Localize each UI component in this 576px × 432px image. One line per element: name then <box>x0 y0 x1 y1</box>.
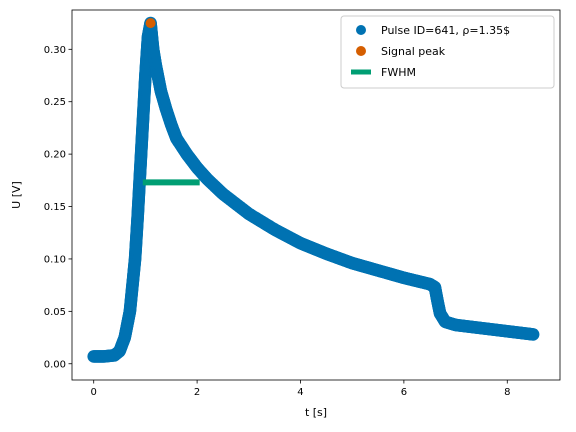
legend-label: FWHM <box>381 66 416 79</box>
pulse-point <box>526 328 540 341</box>
pulse-series <box>87 16 540 363</box>
y-tick-label: 0.10 <box>44 254 66 265</box>
plot-area <box>87 16 540 363</box>
axes-frame <box>71 9 561 381</box>
x-tick-label: 4 <box>297 387 303 398</box>
y-tick-label: 0.15 <box>44 202 66 213</box>
y-tick-label: 0.05 <box>44 307 66 318</box>
y-tick-label: 0.20 <box>44 150 66 161</box>
y-tick-label: 0.25 <box>44 97 66 108</box>
y-tick-label: 0.30 <box>44 45 66 56</box>
y-tick-label: 0.00 <box>44 359 66 370</box>
legend-label: Signal peak <box>381 45 446 58</box>
x-axis-label: t [s] <box>305 406 327 419</box>
axes: 0 2 4 6 8 0.00 0.05 0.10 0.15 0.20 0.25 0.30 t [s] U … <box>10 9 561 419</box>
x-tick-label: 8 <box>504 387 510 398</box>
legend-marker <box>356 46 366 56</box>
legend: Pulse ID=641, ρ=1.35$ Signal peak FWHM <box>340 15 555 89</box>
y-axis-label: U [V] <box>10 181 23 209</box>
x-tick-label: 2 <box>194 387 200 398</box>
legend-label: Pulse ID=641, ρ=1.35$ <box>381 24 510 37</box>
x-tick-label: 6 <box>401 387 407 398</box>
legend-marker <box>356 25 366 35</box>
signal-peak-point <box>145 18 156 29</box>
legend-box <box>340 15 555 89</box>
x-tick-label: 0 <box>91 387 97 398</box>
